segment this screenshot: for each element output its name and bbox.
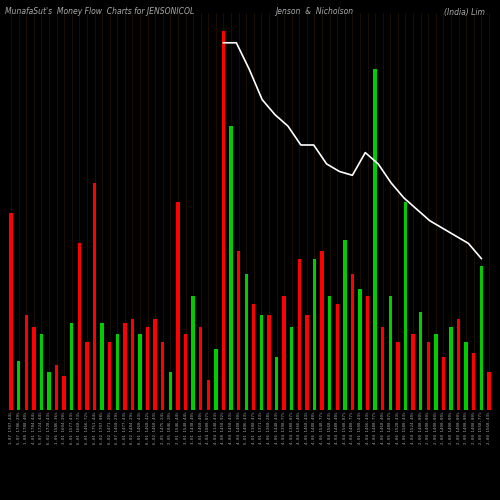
Bar [62, 376, 66, 410]
Bar [350, 274, 354, 410]
Bar [192, 296, 195, 410]
Bar [313, 258, 316, 410]
Bar [374, 70, 377, 410]
Bar [396, 342, 400, 410]
Bar [93, 183, 96, 410]
Bar [434, 334, 438, 410]
Bar [184, 334, 187, 410]
Bar [298, 258, 301, 410]
Bar [116, 334, 119, 410]
Bar [487, 372, 490, 410]
Bar [168, 372, 172, 410]
Bar [260, 316, 263, 410]
Bar [252, 304, 256, 410]
Bar [275, 357, 278, 410]
Bar [17, 361, 20, 410]
Bar [154, 319, 157, 410]
Text: MunafaSut's  Money Flow  Charts for JENSONICOL: MunafaSut's Money Flow Charts for JENSON… [5, 8, 194, 16]
Bar [40, 334, 43, 410]
Bar [176, 202, 180, 410]
Text: Jenson  &  Nicholson: Jenson & Nicholson [275, 8, 353, 16]
Bar [78, 244, 81, 410]
Bar [464, 342, 468, 410]
Bar [282, 296, 286, 410]
Bar [130, 319, 134, 410]
Bar [48, 372, 50, 410]
Bar [419, 312, 422, 410]
Bar [426, 342, 430, 410]
Bar [381, 326, 384, 410]
Bar [161, 342, 164, 410]
Bar [244, 274, 248, 410]
Bar [457, 319, 460, 410]
Bar [366, 296, 370, 410]
Bar [222, 32, 225, 410]
Bar [230, 126, 232, 410]
Bar [404, 202, 407, 410]
Bar [450, 326, 452, 410]
Bar [214, 350, 218, 410]
Bar [32, 326, 35, 410]
Bar [480, 266, 483, 410]
Bar [237, 251, 240, 410]
Bar [10, 213, 13, 410]
Bar [268, 316, 270, 410]
Bar [358, 289, 362, 410]
Bar [290, 326, 294, 410]
Bar [70, 323, 73, 410]
Bar [206, 380, 210, 410]
Bar [55, 364, 58, 410]
Bar [336, 304, 339, 410]
Bar [108, 342, 112, 410]
Bar [412, 334, 415, 410]
Bar [442, 357, 445, 410]
Bar [388, 296, 392, 410]
Bar [472, 353, 476, 410]
Bar [146, 326, 150, 410]
Bar [100, 323, 104, 410]
Bar [123, 323, 126, 410]
Bar [305, 316, 308, 410]
Bar [343, 240, 346, 410]
Text: (India) Lim: (India) Lim [444, 8, 485, 16]
Bar [320, 251, 324, 410]
Bar [138, 334, 141, 410]
Bar [328, 296, 332, 410]
Bar [24, 316, 28, 410]
Bar [199, 326, 202, 410]
Bar [85, 342, 88, 410]
